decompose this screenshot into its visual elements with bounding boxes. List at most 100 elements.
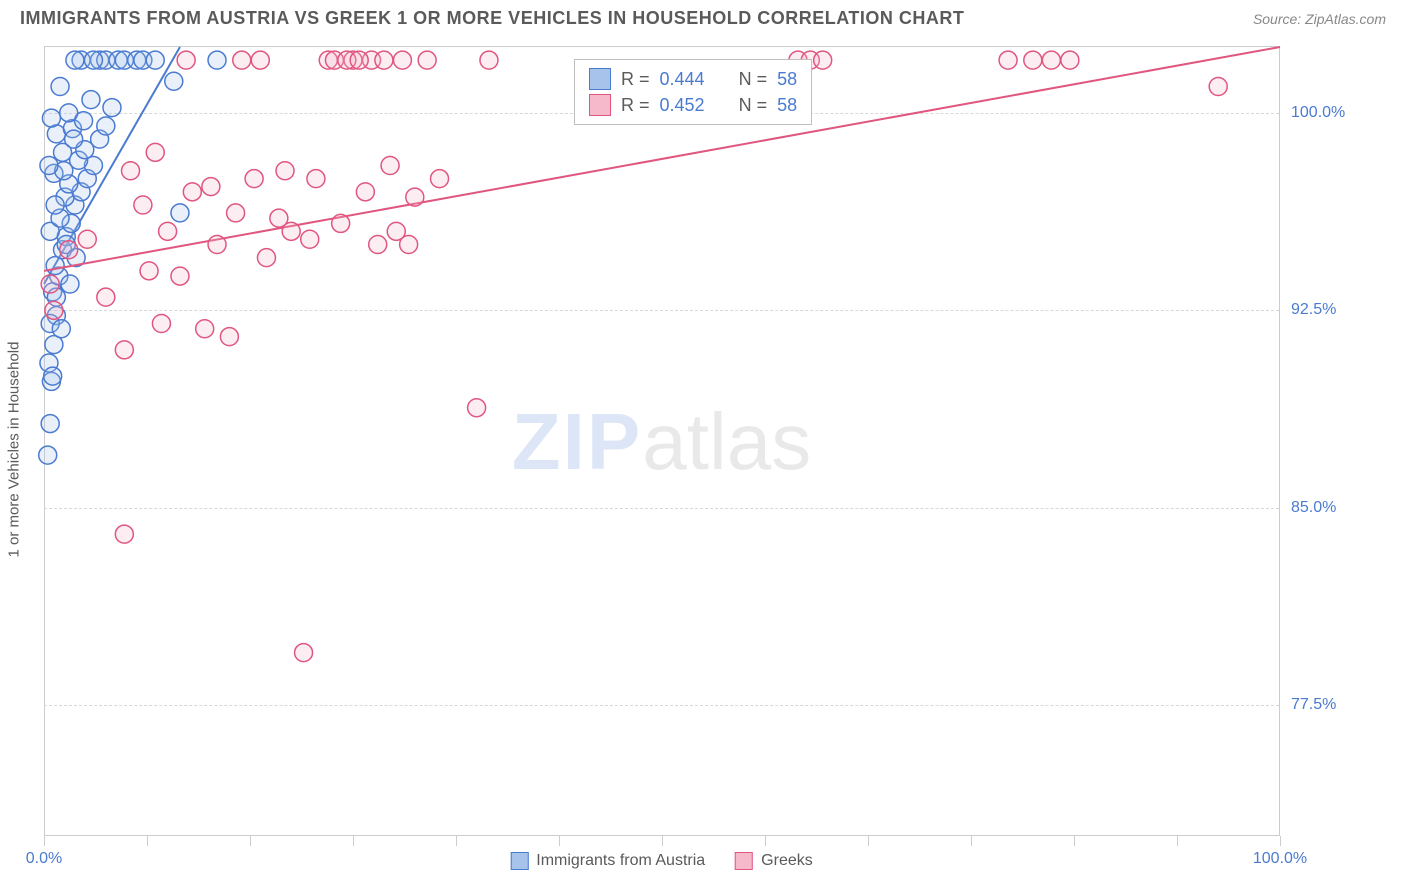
- x-tick: [147, 836, 148, 846]
- y-axis-label: 1 or more Vehicles in Household: [6, 342, 23, 558]
- chart-title: IMMIGRANTS FROM AUSTRIA VS GREEK 1 OR MO…: [20, 8, 964, 29]
- data-point: [814, 51, 832, 69]
- x-tick: [559, 836, 560, 846]
- data-point: [44, 367, 62, 385]
- data-point: [165, 72, 183, 90]
- data-point: [103, 99, 121, 117]
- data-point: [60, 241, 78, 259]
- data-point: [39, 446, 57, 464]
- stats-r-value: 0.452: [660, 95, 705, 116]
- x-tick: [1280, 836, 1281, 846]
- data-point: [159, 222, 177, 240]
- y-tick-label: 85.0%: [1291, 499, 1371, 517]
- data-point: [276, 162, 294, 180]
- data-point: [1042, 51, 1060, 69]
- data-point: [196, 320, 214, 338]
- legend-swatch: [510, 852, 528, 870]
- data-point: [393, 51, 411, 69]
- x-tick: [1177, 836, 1178, 846]
- data-point: [146, 143, 164, 161]
- data-point: [115, 525, 133, 543]
- data-point: [41, 275, 59, 293]
- data-point: [52, 320, 70, 338]
- x-tick: [44, 836, 45, 846]
- data-point: [1024, 51, 1042, 69]
- data-point: [122, 162, 140, 180]
- data-point: [999, 51, 1017, 69]
- stats-n-value: 58: [777, 95, 797, 116]
- y-tick-label: 92.5%: [1291, 301, 1371, 319]
- data-point: [177, 51, 195, 69]
- scatter-svg: [44, 47, 1279, 836]
- data-point: [332, 214, 350, 232]
- data-point: [480, 51, 498, 69]
- data-point: [245, 170, 263, 188]
- data-point: [1209, 78, 1227, 96]
- data-point: [134, 196, 152, 214]
- stats-n-label: N =: [739, 69, 768, 90]
- chart-source: Source: ZipAtlas.com: [1253, 11, 1386, 27]
- data-point: [84, 51, 102, 69]
- data-point: [400, 236, 418, 254]
- legend-label: Greeks: [761, 852, 813, 870]
- x-tick-label: 0.0%: [26, 850, 62, 868]
- stats-r-label: R =: [621, 95, 650, 116]
- data-point: [295, 644, 313, 662]
- x-tick: [353, 836, 354, 846]
- data-point: [183, 183, 201, 201]
- data-point: [97, 288, 115, 306]
- data-point: [42, 109, 60, 127]
- data-point: [227, 204, 245, 222]
- data-point: [208, 236, 226, 254]
- x-tick: [456, 836, 457, 846]
- data-point: [251, 51, 269, 69]
- data-point: [40, 157, 58, 175]
- data-point: [115, 341, 133, 359]
- data-point: [375, 51, 393, 69]
- data-point: [282, 222, 300, 240]
- y-tick-label: 77.5%: [1291, 696, 1371, 714]
- x-tick: [1074, 836, 1075, 846]
- legend-item: Immigrants from Austria: [510, 852, 705, 870]
- data-point: [97, 117, 115, 135]
- data-point: [82, 91, 100, 109]
- data-point: [152, 315, 170, 333]
- data-point: [1061, 51, 1079, 69]
- stats-swatch: [589, 94, 611, 116]
- data-point: [41, 415, 59, 433]
- data-point: [418, 51, 436, 69]
- x-tick: [971, 836, 972, 846]
- stats-swatch: [589, 68, 611, 90]
- data-point: [66, 51, 84, 69]
- data-point: [78, 230, 96, 248]
- data-point: [61, 275, 79, 293]
- data-point: [257, 249, 275, 267]
- data-point: [171, 267, 189, 285]
- legend-swatch: [735, 852, 753, 870]
- stats-row: R =0.444N =58: [589, 66, 797, 92]
- stats-legend-box: R =0.444N =58R =0.452N =58: [574, 59, 812, 125]
- data-point: [171, 204, 189, 222]
- data-point: [75, 112, 93, 130]
- y-tick-label: 100.0%: [1291, 104, 1371, 122]
- stats-row: R = 0.452 N = 58: [589, 92, 797, 118]
- data-point: [381, 157, 399, 175]
- data-point: [220, 328, 238, 346]
- data-point: [307, 170, 325, 188]
- data-point: [468, 399, 486, 417]
- data-point: [146, 51, 164, 69]
- bottom-legend: Immigrants from Austria Greeks: [510, 852, 813, 870]
- data-point: [45, 301, 63, 319]
- x-tick: [868, 836, 869, 846]
- stats-r-label: R =: [621, 69, 650, 90]
- data-point: [46, 196, 64, 214]
- data-point: [65, 130, 83, 148]
- x-tick: [662, 836, 663, 846]
- data-point: [350, 51, 368, 69]
- stats-n-label: N =: [739, 95, 768, 116]
- legend-label: Immigrants from Austria: [536, 852, 705, 870]
- x-tick: [250, 836, 251, 846]
- data-point: [233, 51, 251, 69]
- data-point: [301, 230, 319, 248]
- chart-header: IMMIGRANTS FROM AUSTRIA VS GREEK 1 OR MO…: [0, 0, 1406, 33]
